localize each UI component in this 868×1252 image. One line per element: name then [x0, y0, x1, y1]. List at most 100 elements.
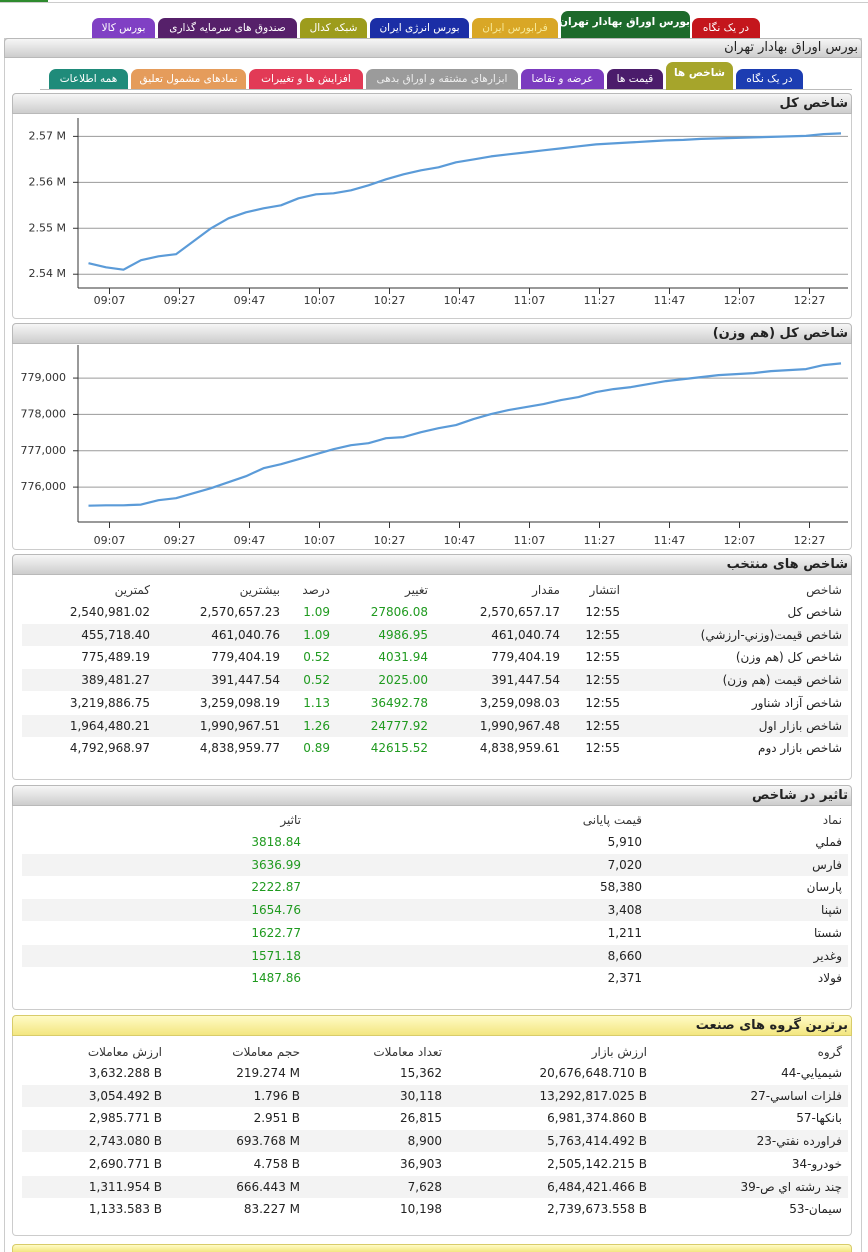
- table-cell: 389,481.27: [81, 673, 150, 688]
- table-cell: 6,981,374.860 B: [547, 1111, 647, 1126]
- table-cell: 775,489.19: [81, 650, 150, 665]
- table-cell: 6,484,421.466 B: [547, 1179, 647, 1194]
- table-cell: 42615.52: [370, 741, 428, 756]
- table-cell: 44-شيميايي: [781, 1066, 842, 1080]
- table-cell: 1.13: [303, 695, 330, 710]
- table-cell: 4986.95: [378, 627, 428, 642]
- column-header: نماد: [822, 813, 842, 827]
- column-header: انتشار: [589, 583, 620, 597]
- table-cell: 1.09: [303, 605, 330, 619]
- x-tick-label: 09:47: [234, 534, 266, 547]
- table-cell: 23-فراورده نفتي: [756, 1134, 842, 1149]
- y-tick-label: 779,000: [21, 371, 67, 384]
- table-cell: 3,259,098.19: [199, 695, 280, 710]
- x-tick-label: 11:47: [654, 294, 686, 307]
- sub-tab[interactable]: نمادهای مشمول تعلیق: [131, 69, 246, 89]
- table-cell: 1487.86: [251, 971, 301, 986]
- table-cell: 461,040.74: [491, 627, 560, 642]
- table-cell: 0.52: [303, 650, 330, 665]
- sub-tab[interactable]: عرضه و تقاضا: [521, 69, 604, 89]
- table-cell: 1654.76: [251, 903, 301, 918]
- table-cell: 1571.18: [251, 948, 301, 963]
- table-cell: 2,739,673.558 B: [547, 1202, 647, 1217]
- index-line: [88, 362, 842, 507]
- x-tick-label: 09:27: [164, 534, 196, 547]
- x-tick-label: 12:07: [724, 534, 756, 547]
- table-cell: 455,718.40: [81, 627, 150, 642]
- row-stripe: [22, 944, 848, 967]
- table-cell: 2,570,657.23: [199, 605, 280, 619]
- top-tab[interactable]: بورس انرژی ایران: [370, 18, 469, 38]
- x-tick-label: 10:27: [374, 294, 406, 307]
- table-cell: فولاد: [817, 971, 842, 986]
- top-tab[interactable]: بورس کالا: [92, 18, 155, 38]
- table-cell: 666.443 M: [236, 1179, 300, 1194]
- table-cell: 53-سيمان: [789, 1202, 842, 1217]
- y-tick-label: 2.54 M: [29, 267, 66, 280]
- column-header: درصد: [302, 583, 330, 597]
- table-cell: 1.26: [303, 718, 330, 733]
- column-header: حجم معاملات: [232, 1045, 300, 1059]
- top-tab[interactable]: شبکه کدال: [300, 18, 367, 38]
- table-cell: 1,211: [607, 925, 642, 940]
- row-stripe: [22, 1130, 848, 1153]
- sub-tab[interactable]: قیمت ها: [607, 69, 663, 89]
- y-tick-label: 2.55 M: [29, 221, 66, 234]
- table-cell: 3,219,886.75: [69, 695, 150, 710]
- table-cell: 15,362: [400, 1066, 442, 1080]
- top-tab[interactable]: فرابورس ایران: [472, 18, 558, 38]
- table-cell: شاخص كل (هم وزن): [735, 650, 842, 665]
- y-tick-label: 777,000: [21, 444, 67, 457]
- sub-tab-active[interactable]: شاخص ها: [666, 62, 733, 90]
- top-tab-active[interactable]: بورس اوراق بهادار تهران: [561, 11, 690, 39]
- sub-tab[interactable]: ابزارهای مشتقه و اوراق بدهی: [366, 69, 518, 89]
- sub-tab[interactable]: در یک نگاه: [736, 69, 803, 89]
- sub-tab[interactable]: همه اطلاعات: [49, 69, 128, 89]
- y-tick-label: 778,000: [21, 407, 67, 420]
- table-cell: 779,404.19: [211, 650, 280, 665]
- x-tick-label: 09:27: [164, 294, 196, 307]
- table-cell: 36,903: [400, 1156, 442, 1171]
- table-cell: 2,371: [607, 971, 642, 986]
- table-cell: 57-بانكها: [796, 1111, 842, 1126]
- table-cell: 8,660: [607, 948, 642, 963]
- row-stripe: [22, 623, 848, 646]
- column-header: قیمت پایانی: [582, 813, 642, 827]
- table-cell: 2222.87: [251, 880, 301, 895]
- column-header: بیشترین: [239, 583, 280, 597]
- top-rule: [0, 2, 868, 3]
- table-cell: 2,743.080 B: [88, 1134, 162, 1149]
- table-cell: 693.768 M: [236, 1134, 300, 1149]
- column-header: تغییر: [405, 583, 428, 597]
- column-header: شاخص: [806, 583, 842, 597]
- x-tick-label: 09:07: [94, 294, 126, 307]
- table-cell: 8,900: [407, 1134, 442, 1149]
- table-cell: 3,408: [607, 903, 642, 918]
- table-cell: 4.758 B: [253, 1156, 300, 1171]
- table-cell: 58,380: [600, 880, 642, 895]
- x-tick-label: 10:47: [444, 294, 476, 307]
- sub-tab[interactable]: افزایش ها و تغییرات: [249, 69, 363, 89]
- table-cell: 12:55: [585, 627, 620, 642]
- table-cell: 27806.08: [370, 605, 428, 619]
- table-cell: شاخص قيمت (هم وزن): [722, 673, 842, 688]
- x-tick-label: 10:07: [304, 294, 336, 307]
- column-header: مقدار: [532, 583, 560, 597]
- x-tick-label: 09:07: [94, 534, 126, 547]
- table-cell: 2,505,142.215 B: [547, 1156, 647, 1171]
- top-tab[interactable]: صندوق های سرمایه گذاری: [158, 18, 297, 38]
- table-cell: 2,570,657.17: [479, 605, 560, 619]
- table-cell: 12:55: [585, 673, 620, 688]
- x-tick-label: 10:27: [374, 534, 406, 547]
- table-cell: 391,447.54: [211, 673, 280, 688]
- index-line: [88, 132, 842, 271]
- top-tab[interactable]: در یک نگاه: [692, 18, 760, 38]
- x-tick-label: 10:47: [444, 534, 476, 547]
- table-cell: 12:55: [585, 605, 620, 619]
- table-cell: 3,054.492 B: [88, 1088, 162, 1103]
- y-tick-label: 776,000: [21, 480, 67, 493]
- table-cell: 1,311.954 B: [88, 1179, 162, 1194]
- row-stripe: [22, 669, 848, 692]
- column-header: کمترین: [114, 583, 150, 597]
- x-tick-label: 12:27: [794, 294, 826, 307]
